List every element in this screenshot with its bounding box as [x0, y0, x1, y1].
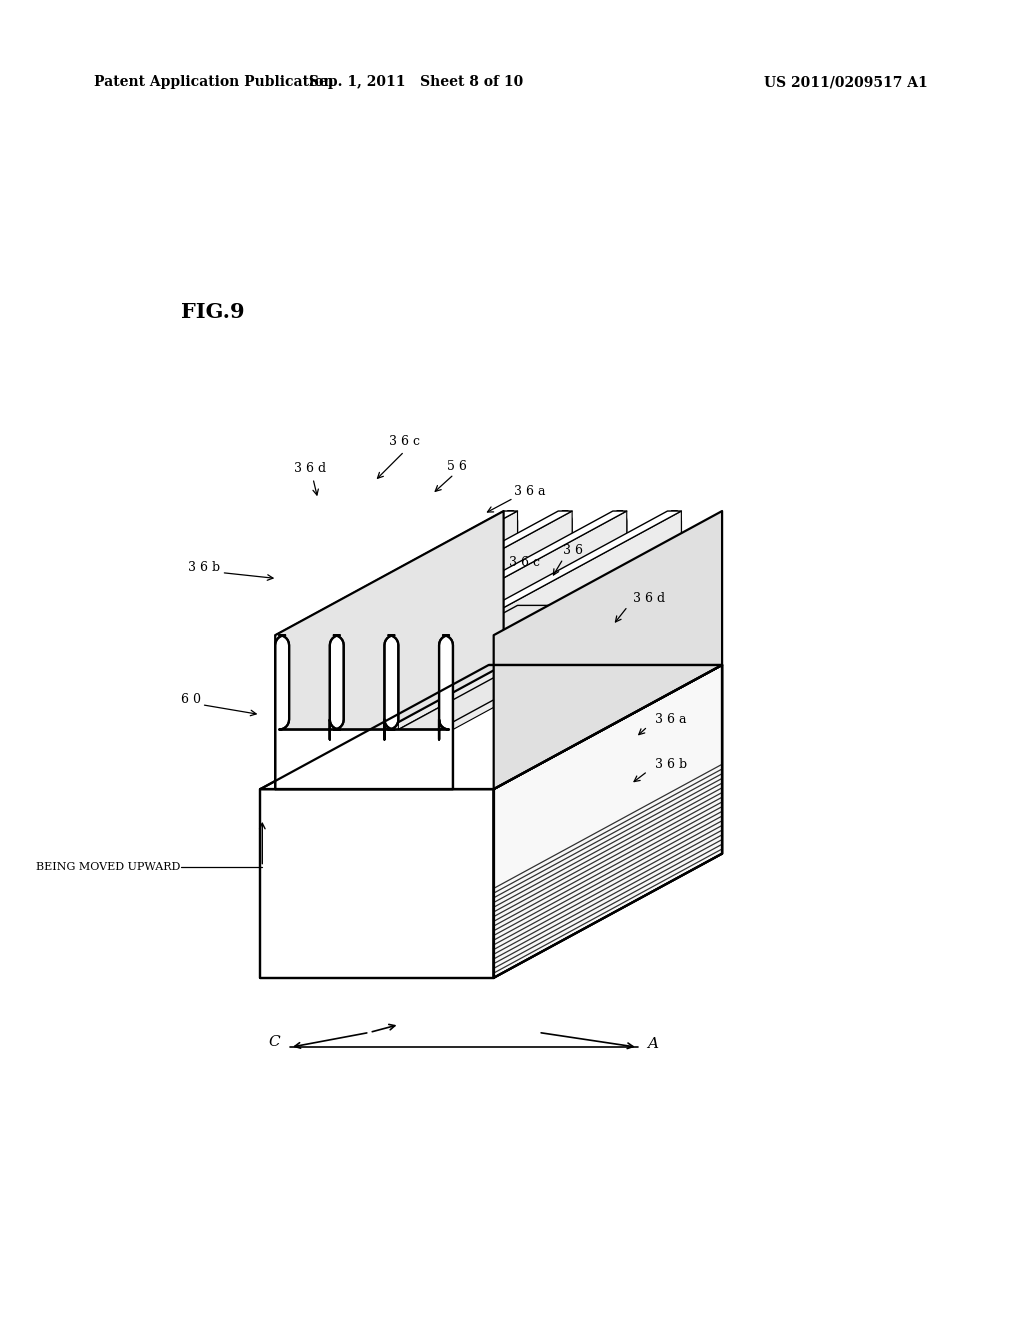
Polygon shape: [275, 511, 504, 789]
Polygon shape: [289, 511, 517, 730]
Text: 3 6 c: 3 6 c: [509, 556, 540, 569]
Polygon shape: [275, 635, 453, 789]
Polygon shape: [260, 665, 722, 789]
Polygon shape: [289, 606, 558, 730]
Text: 3 6: 3 6: [563, 544, 584, 557]
Polygon shape: [453, 511, 681, 730]
Text: A: A: [647, 1038, 658, 1051]
Text: 3 6 a: 3 6 a: [514, 484, 545, 498]
Polygon shape: [384, 511, 627, 635]
Text: 3 6 d: 3 6 d: [633, 591, 665, 605]
Text: 3 6 b: 3 6 b: [188, 561, 220, 574]
Text: C: C: [268, 1035, 281, 1049]
Polygon shape: [494, 665, 722, 978]
Text: 5 6: 5 6: [447, 459, 467, 473]
Text: 3 6 a: 3 6 a: [654, 713, 686, 726]
Text: Patent Application Publication: Patent Application Publication: [94, 75, 334, 88]
Text: 6 0: 6 0: [180, 693, 201, 706]
Text: Sep. 1, 2011   Sheet 8 of 10: Sep. 1, 2011 Sheet 8 of 10: [309, 75, 523, 88]
Polygon shape: [504, 511, 681, 665]
Polygon shape: [330, 511, 572, 635]
Polygon shape: [344, 511, 572, 730]
Text: 3 6 c: 3 6 c: [389, 436, 420, 447]
Polygon shape: [275, 511, 517, 635]
Text: FIG.9: FIG.9: [181, 302, 245, 322]
Polygon shape: [439, 511, 681, 635]
Text: US 2011/0209517 A1: US 2011/0209517 A1: [764, 75, 928, 88]
Text: BEING MOVED UPWARD: BEING MOVED UPWARD: [37, 862, 181, 871]
Polygon shape: [398, 511, 627, 730]
Polygon shape: [494, 511, 722, 789]
Polygon shape: [260, 789, 494, 978]
Text: 3 6 b: 3 6 b: [654, 758, 687, 771]
Text: 3 6 d: 3 6 d: [294, 462, 326, 475]
Polygon shape: [344, 606, 612, 730]
Polygon shape: [398, 606, 668, 730]
